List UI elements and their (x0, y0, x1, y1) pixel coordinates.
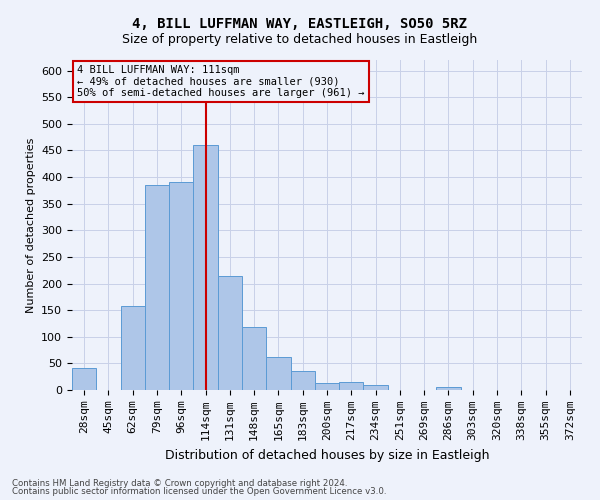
Bar (169, 182, 193, 390)
Bar (242, 327, 266, 390)
Bar (121, 306, 145, 390)
Text: 4 BILL LUFFMAN WAY: 111sqm
← 49% of detached houses are smaller (930)
50% of sem: 4 BILL LUFFMAN WAY: 111sqm ← 49% of deta… (77, 65, 365, 98)
Bar (290, 372, 315, 390)
Y-axis label: Number of detached properties: Number of detached properties (26, 138, 35, 312)
Bar (266, 357, 290, 390)
Bar (339, 382, 364, 390)
Text: 4, BILL LUFFMAN WAY, EASTLEIGH, SO50 5RZ: 4, BILL LUFFMAN WAY, EASTLEIGH, SO50 5RZ (133, 18, 467, 32)
Bar (72, 368, 96, 390)
X-axis label: Distribution of detached houses by size in Eastleigh: Distribution of detached houses by size … (165, 448, 489, 462)
Text: Size of property relative to detached houses in Eastleigh: Size of property relative to detached ho… (122, 32, 478, 46)
Bar (218, 276, 242, 390)
Bar (315, 382, 339, 390)
Text: Contains HM Land Registry data © Crown copyright and database right 2024.: Contains HM Land Registry data © Crown c… (12, 478, 347, 488)
Bar (145, 185, 169, 390)
Bar (364, 385, 388, 390)
Bar (436, 388, 461, 390)
Text: Contains public sector information licensed under the Open Government Licence v3: Contains public sector information licen… (12, 487, 386, 496)
Bar (193, 145, 218, 390)
